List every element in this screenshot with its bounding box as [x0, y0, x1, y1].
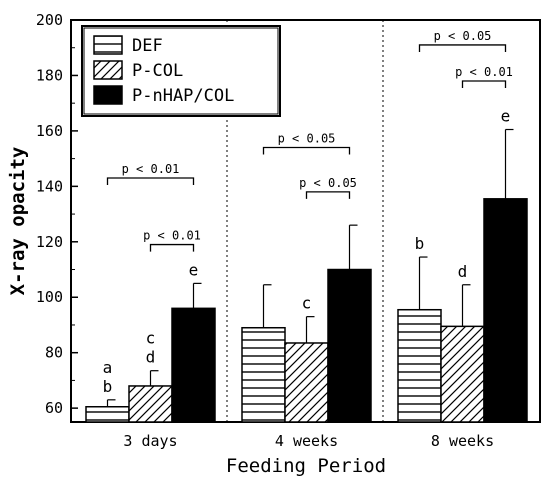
significance-layer: p < 0.01 p < 0.01 p < 0.05 p < 0.05 p < 0.05… [106, 29, 513, 252]
x-tick-label-1: 4 weeks [275, 432, 338, 450]
bar-2-0 [171, 307, 216, 423]
significance-bracket-3 [305, 191, 351, 199]
y-tick-label-180: 180 [36, 66, 63, 84]
y-tick-label-80: 80 [45, 344, 63, 362]
y-axis: 60 80 100 120 140 160 180 200 [36, 11, 78, 417]
bar-2-1 [327, 268, 372, 423]
significance-label-2: p < 0.05 [278, 132, 336, 146]
x-tick-label-0: 3 days [123, 432, 177, 450]
significance-letter-1-2-0: d [458, 262, 468, 281]
legend-swatch-1 [93, 60, 123, 80]
significance-letter-1-0-0: c [146, 329, 156, 348]
legend-label-1: P-COL [132, 61, 183, 81]
x-axis: 3 days 4 weeks 8 weeks [123, 432, 494, 450]
significance-letter-0-0-1: b [103, 377, 113, 396]
y-axis-title: X-ray opacity [7, 147, 29, 296]
y-tick-label-140: 140 [36, 177, 63, 195]
legend-label-2: P-nHAP/COL [132, 86, 234, 106]
bar-0-2 [397, 308, 442, 423]
y-tick-label-120: 120 [36, 233, 63, 251]
legend-swatch-2 [93, 85, 123, 105]
bar-2-2 [483, 198, 528, 423]
significance-letter-2-2-0: e [501, 107, 511, 126]
significance-bracket-2 [262, 146, 351, 155]
significance-bracket-4 [418, 44, 507, 52]
significance-label-3: p < 0.05 [299, 176, 357, 190]
bar-0-1 [241, 326, 286, 423]
significance-letter-2-0-0: e [189, 260, 199, 279]
significance-label-5: p < 0.01 [455, 65, 513, 79]
x-axis-title: Feeding Period [226, 455, 386, 477]
y-tick-label-160: 160 [36, 122, 63, 140]
significance-bracket-1 [149, 243, 195, 252]
legend-swatch-0 [93, 35, 123, 55]
bar-1-1 [284, 342, 329, 423]
legend: DEF P-COL P-nHAP/COL [81, 25, 281, 117]
significance-letter-1-0-1: d [146, 348, 156, 367]
y-tick-label-100: 100 [36, 288, 63, 306]
legend-inner-border [83, 27, 279, 115]
legend-label-0: DEF [132, 36, 163, 56]
significance-letter-1-1-0: c [302, 294, 312, 313]
y-tick-label-60: 60 [45, 399, 63, 417]
bar-1-0 [128, 385, 173, 423]
significance-label-0: p < 0.01 [122, 162, 180, 176]
y-tick-label-200: 200 [36, 11, 63, 29]
significance-bracket-0 [106, 177, 195, 186]
significance-bracket-5 [461, 80, 507, 88]
bar-1-2 [440, 325, 485, 423]
x-tick-label-2: 8 weeks [431, 432, 494, 450]
error-bars-layer [106, 128, 514, 407]
significance-letter-0-2-0: b [415, 234, 425, 253]
bar-0-0 [85, 406, 130, 423]
significance-letter-0-0-0: a [103, 358, 113, 377]
significance-label-4: p < 0.05 [434, 29, 492, 43]
significance-label-1: p < 0.01 [143, 229, 201, 243]
